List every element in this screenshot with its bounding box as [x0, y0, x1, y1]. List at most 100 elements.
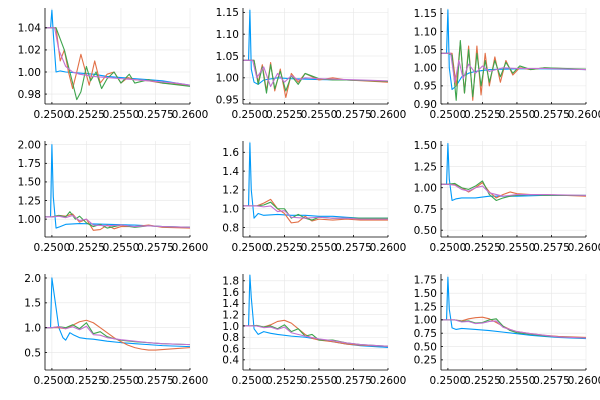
y-tick-label: 0.8 [222, 222, 239, 234]
x-tick-label: 0.2600 [172, 242, 209, 254]
series-line-3 [441, 40, 586, 101]
series-group [243, 274, 388, 348]
y-tick-label: 0.95 [414, 81, 437, 93]
y-tick-label: 1.10 [216, 29, 239, 41]
y-tick-label: 0.4 [222, 355, 239, 367]
y-tick-label: 2.0 [24, 273, 41, 285]
y-tick-label: 1.00 [18, 214, 41, 226]
x-tick-label: 0.2550 [499, 109, 536, 121]
y-tick-label: 1.50 [414, 140, 437, 152]
x-tick-label: 0.2550 [103, 242, 140, 254]
series-line-1 [441, 143, 586, 202]
subplot-3-2: 0.25000.25250.25500.25750.26000.40.60.81… [222, 274, 406, 387]
y-tick-label: 1.6 [222, 287, 239, 299]
series-line-4 [243, 325, 388, 347]
y-tick-label: 1.2 [222, 185, 239, 197]
y-tick-label: 1.10 [414, 26, 437, 38]
x-tick-label: 0.2500 [232, 242, 269, 254]
x-tick-label: 0.2500 [34, 242, 71, 254]
y-tick-label: 1.00 [18, 67, 41, 79]
y-tick-label: 0.98 [18, 89, 41, 101]
y-tick-label: 1.04 [18, 23, 42, 35]
x-tick-label: 0.2550 [103, 375, 140, 387]
series-line-4 [441, 52, 586, 83]
x-tick-label: 0.2575 [335, 109, 372, 121]
x-tick-label: 0.2575 [137, 109, 174, 121]
x-tick-label: 0.2525 [266, 375, 303, 387]
series-group [441, 9, 586, 101]
x-tick-label: 0.2575 [137, 375, 174, 387]
y-tick-label: 1.02 [18, 45, 41, 57]
series-line-4 [243, 205, 388, 220]
x-tick-label: 0.2575 [335, 375, 372, 387]
y-tick-label: 0.6 [222, 343, 239, 355]
series-line-1 [243, 142, 388, 219]
y-tick-label: 1.00 [414, 183, 437, 195]
y-tick-label: 1.6 [222, 147, 239, 159]
series-line-4 [45, 214, 190, 228]
series-line-2 [243, 198, 388, 224]
series-line-4 [441, 183, 586, 197]
x-tick-label: 0.2550 [301, 375, 338, 387]
y-tick-label: 0.75 [414, 328, 437, 340]
x-tick-label: 0.2525 [464, 242, 501, 254]
series-line-3 [45, 322, 190, 346]
series-line-4 [45, 27, 190, 86]
series-group [441, 276, 586, 340]
series-line-1 [441, 276, 586, 340]
x-tick-label: 0.2525 [464, 109, 501, 121]
x-tick-label: 0.2500 [34, 109, 71, 121]
y-tick-label: 1.75 [414, 275, 437, 287]
series-group [45, 9, 190, 101]
y-tick-label: 1.05 [216, 51, 239, 63]
x-tick-label: 0.2575 [533, 109, 570, 121]
y-tick-label: 0.25 [414, 355, 437, 367]
x-tick-label: 0.2575 [335, 242, 372, 254]
series-group [45, 277, 190, 351]
x-tick-label: 0.2600 [568, 109, 600, 121]
y-tick-label: 1.05 [414, 44, 437, 56]
y-tick-label: 0.75 [414, 204, 437, 216]
y-tick-label: 1.25 [18, 195, 41, 207]
y-tick-label: 1.2 [222, 309, 239, 321]
x-tick-label: 0.2500 [232, 375, 269, 387]
x-tick-label: 0.2500 [34, 375, 71, 387]
x-tick-label: 0.2600 [172, 375, 209, 387]
x-tick-label: 0.2575 [533, 375, 570, 387]
x-tick-label: 0.2600 [568, 375, 600, 387]
x-tick-label: 0.2600 [568, 242, 600, 254]
series-line-2 [243, 319, 388, 347]
y-tick-label: 1.8 [222, 276, 239, 288]
series-line-1 [45, 9, 190, 86]
x-tick-label: 0.2525 [464, 375, 501, 387]
x-tick-label: 0.2600 [172, 109, 209, 121]
y-tick-label: 0.50 [414, 225, 437, 237]
y-tick-label: 1.15 [216, 7, 239, 19]
y-tick-label: 1.5 [24, 298, 41, 310]
x-tick-label: 0.2600 [370, 242, 407, 254]
series-group [45, 144, 190, 231]
x-tick-label: 0.2525 [68, 375, 105, 387]
x-tick-label: 0.2550 [301, 109, 338, 121]
y-tick-label: 1.75 [18, 158, 41, 170]
y-tick-label: 1.50 [18, 177, 41, 189]
y-tick-label: 1.00 [414, 63, 437, 75]
y-tick-label: 1.15 [414, 8, 437, 20]
y-tick-label: 0.95 [216, 94, 239, 106]
x-tick-label: 0.2500 [430, 375, 467, 387]
x-tick-label: 0.2575 [533, 242, 570, 254]
x-tick-label: 0.2525 [68, 242, 105, 254]
x-tick-label: 0.2500 [430, 242, 467, 254]
y-tick-label: 1.0 [24, 323, 41, 335]
series-line-2 [441, 316, 586, 339]
series-group [243, 9, 388, 98]
